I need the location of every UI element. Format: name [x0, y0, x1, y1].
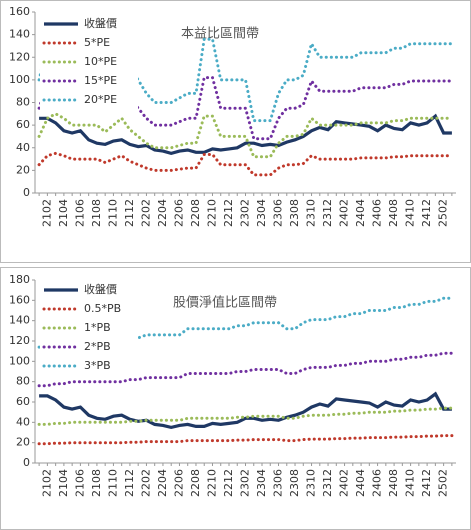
y-tick-label: 140: [9, 314, 30, 327]
x-tick-label: 2302: [239, 199, 252, 227]
x-tick-label: 2210: [205, 199, 218, 227]
y-tick-label: 60: [16, 395, 30, 408]
x-tick-label: 2402: [338, 469, 351, 497]
x-tick-label: 2410: [404, 199, 417, 227]
legend-box: [40, 14, 138, 111]
series-line: [39, 391, 452, 430]
x-tick-label: 2302: [239, 469, 252, 497]
series-line: [39, 113, 452, 156]
x-tick-label: 2110: [106, 469, 119, 497]
y-tick-label: 140: [9, 28, 30, 41]
y-tick-label: 160: [9, 5, 30, 18]
y-tick-label: 80: [16, 375, 30, 388]
chart-title: 本益比區間帶: [181, 27, 259, 42]
legend-label: 2*PB: [84, 340, 111, 353]
x-tick-label: 2310: [305, 469, 318, 497]
x-tick-label: 2406: [371, 469, 384, 497]
x-tick-label: 2406: [371, 199, 384, 227]
series-line: [37, 151, 454, 177]
y-tick-label: 120: [9, 334, 30, 347]
x-tick-label: 2312: [321, 199, 334, 227]
series-line: [37, 72, 454, 141]
y-tick-label: 120: [9, 50, 30, 63]
x-tick-label: 2306: [272, 199, 285, 227]
series-line: [37, 351, 454, 388]
legend-box: [40, 280, 138, 377]
x-tick-label: 2404: [354, 469, 367, 497]
legend-label: 10*PE: [84, 55, 117, 68]
y-tick-label: 20: [16, 163, 30, 176]
x-tick-label: 2408: [387, 469, 400, 497]
legend-label: 3*PB: [84, 359, 111, 372]
x-tick-label: 2410: [404, 469, 417, 497]
x-tick-label: 2112: [123, 469, 136, 497]
legend-label: 5*PE: [84, 36, 110, 49]
legend-label: 0.5*PB: [84, 302, 121, 315]
x-tick-label: 2202: [139, 199, 152, 227]
x-tick-label: 2408: [387, 199, 400, 227]
series-line: [37, 406, 454, 426]
x-tick-label: 2210: [205, 469, 218, 497]
x-tick-label: 2304: [255, 469, 268, 497]
x-tick-label: 2108: [90, 199, 103, 227]
x-tick-label: 2308: [288, 469, 301, 497]
x-tick-label: 2208: [189, 199, 202, 227]
x-tick-label: 2202: [139, 469, 152, 497]
x-tick-label: 2104: [57, 199, 70, 227]
y-tick-label: 100: [9, 354, 30, 367]
y-tick-label: 40: [16, 415, 30, 428]
x-tick-label: 2104: [57, 469, 70, 497]
x-tick-label: 2308: [288, 199, 301, 227]
y-tick-label: 0: [23, 456, 30, 469]
legend-label: 15*PE: [84, 74, 117, 87]
x-tick-label: 2112: [123, 199, 136, 227]
x-tick-label: 2502: [437, 469, 450, 497]
x-tick-label: 2212: [222, 469, 235, 497]
x-tick-label: 2304: [255, 199, 268, 227]
x-tick-label: 2106: [73, 199, 86, 227]
y-tick-label: 20: [16, 436, 30, 449]
x-tick-label: 2206: [172, 469, 185, 497]
legend-label: 收盤價: [84, 282, 117, 296]
x-tick-label: 2110: [106, 199, 119, 227]
x-tick-label: 2312: [321, 469, 334, 497]
y-tick-label: 100: [9, 73, 30, 86]
x-tick-label: 2204: [156, 199, 169, 227]
y-tick-label: 40: [16, 141, 30, 154]
x-tick-label: 2306: [272, 469, 285, 497]
series-line: [37, 112, 454, 159]
chart-title: 股價淨值比區間帶: [173, 295, 277, 311]
y-tick-label: 180: [9, 273, 30, 286]
x-tick-label: 2412: [420, 469, 433, 497]
x-tick-label: 2404: [354, 199, 367, 227]
x-tick-label: 2310: [305, 199, 318, 227]
legend-label: 1*PB: [84, 321, 111, 334]
y-tick-label: 160: [9, 293, 30, 306]
x-tick-label: 2208: [189, 469, 202, 497]
x-tick-label: 2102: [40, 199, 53, 227]
x-tick-label: 2502: [437, 199, 450, 227]
y-tick-label: 0: [23, 186, 30, 199]
x-tick-label: 2212: [222, 199, 235, 227]
x-tick-label: 2402: [338, 199, 351, 227]
y-tick-label: 60: [16, 118, 30, 131]
legend-label: 20*PE: [84, 93, 117, 106]
x-tick-label: 2106: [73, 469, 86, 497]
y-tick-label: 80: [16, 96, 30, 109]
x-tick-label: 2206: [172, 199, 185, 227]
x-tick-label: 2412: [420, 199, 433, 227]
x-tick-label: 2204: [156, 469, 169, 497]
x-tick-label: 2108: [90, 469, 103, 497]
x-tick-label: 2102: [40, 469, 53, 497]
legend-label: 收盤價: [84, 16, 117, 30]
